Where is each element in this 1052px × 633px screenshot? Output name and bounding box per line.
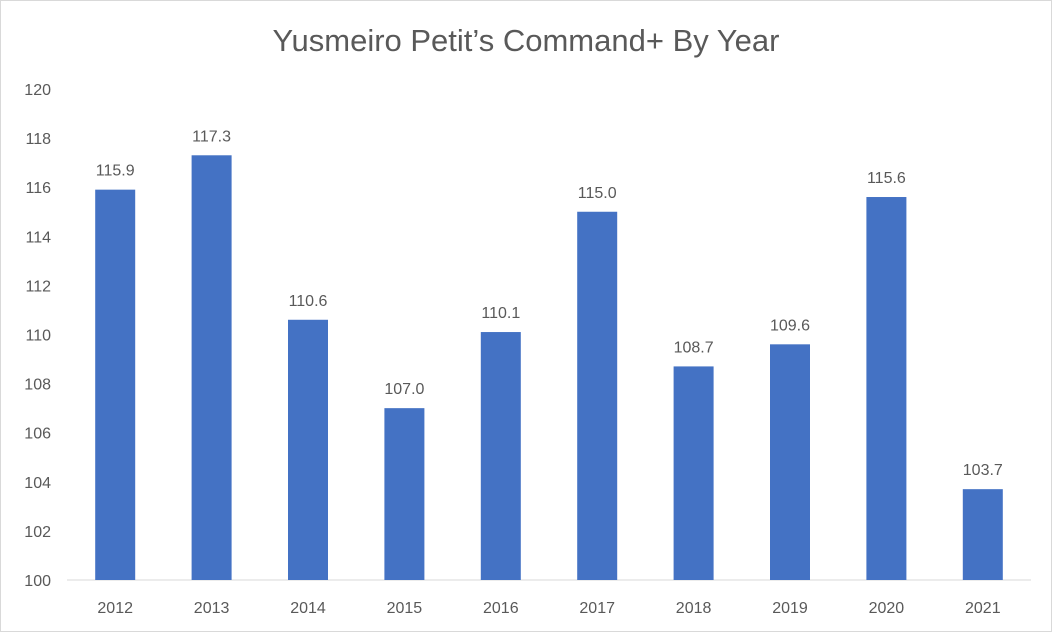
bar [480, 332, 521, 580]
bar [866, 197, 907, 580]
y-tick-label: 112 [25, 278, 51, 295]
bar [191, 155, 232, 580]
data-label: 109.6 [770, 317, 810, 334]
x-tick-label: 2012 [97, 600, 133, 617]
data-label: 107.0 [384, 381, 424, 398]
y-tick-label: 102 [24, 524, 51, 541]
y-tick-label: 116 [25, 180, 51, 197]
data-label: 110.1 [481, 305, 520, 322]
data-label: 115.6 [867, 170, 906, 187]
x-tick-label: 2018 [676, 600, 712, 617]
bar [962, 489, 1003, 580]
bar [95, 189, 136, 580]
bar [384, 408, 425, 580]
x-tick-label: 2014 [290, 600, 326, 617]
bar [673, 366, 714, 580]
bar [770, 344, 810, 580]
x-tick-label: 2017 [579, 600, 615, 617]
bar [577, 211, 618, 580]
data-label: 115.9 [96, 163, 135, 180]
y-tick-label: 118 [25, 131, 51, 148]
y-tick-label: 104 [24, 475, 51, 492]
data-label: 108.7 [674, 339, 714, 356]
y-tick-label: 114 [25, 229, 51, 246]
y-tick-label: 108 [24, 377, 51, 394]
y-tick-label: 110 [25, 328, 51, 345]
data-label: 117.3 [192, 128, 231, 145]
data-label: 115.0 [578, 185, 617, 202]
y-tick-label: 106 [24, 426, 51, 443]
x-tick-label: 2019 [772, 600, 808, 617]
y-tick-label: 120 [24, 82, 51, 99]
x-tick-label: 2013 [194, 600, 230, 617]
data-label: 103.7 [963, 462, 1003, 479]
x-tick-label: 2016 [483, 600, 519, 617]
data-label: 110.6 [289, 293, 328, 310]
x-tick-label: 2020 [869, 600, 905, 617]
bar [288, 319, 328, 580]
chart-title: Yusmeiro Petit’s Command+ By Year [272, 23, 780, 58]
x-tick-label: 2015 [387, 600, 423, 617]
y-tick-label: 100 [24, 573, 51, 590]
x-tick-label: 2021 [965, 600, 1001, 617]
